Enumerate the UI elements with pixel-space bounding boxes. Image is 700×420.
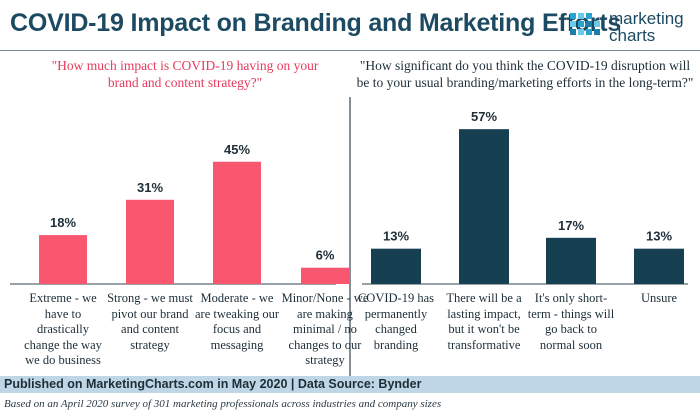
- left-bar-value-3: 45%: [224, 142, 250, 157]
- logo-line2: charts: [609, 26, 656, 45]
- right-category-label-4: Unsure: [640, 291, 678, 305]
- left-bar-4: [301, 267, 349, 284]
- chart-title: COVID-19 Impact on Branding and Marketin…: [10, 9, 622, 37]
- logo-text: marketing charts: [609, 10, 684, 44]
- title-divider: [0, 50, 700, 51]
- right-category-label-3: It's only short-term - things will go ba…: [527, 291, 615, 352]
- left-bar-value-4: 6%: [316, 248, 335, 263]
- marketingcharts-logo[interactable]: marketing charts: [569, 8, 697, 48]
- left-bar-1: [39, 235, 87, 284]
- survey-note: Based on an April 2020 survey of 301 mar…: [4, 398, 442, 410]
- left-bar-2: [126, 199, 174, 284]
- left-bar-3: [213, 161, 261, 284]
- right-bar-1: [371, 248, 421, 284]
- right-bar-value-2: 57%: [471, 109, 497, 124]
- footer-bar: Published on MarketingCharts.com in May …: [0, 376, 700, 393]
- right-chart-question: "How significant do you think the COVID-…: [356, 58, 694, 90]
- left-bar-value-1: 18%: [50, 215, 76, 230]
- right-bar-4: [634, 248, 684, 284]
- right-bar-value-1: 13%: [383, 229, 409, 244]
- right-bar-3: [546, 237, 596, 284]
- footer-source: Published on MarketingCharts.com in May …: [4, 377, 422, 391]
- left-category-label-4: Minor/None - we are making minimal / no …: [281, 291, 369, 367]
- right-category-label-2: There will be a lasting impact, but it w…: [446, 291, 522, 352]
- logo-dots-icon: [570, 13, 600, 35]
- right-bar-value-3: 17%: [558, 218, 584, 233]
- right-category-label-1: COVID-19 has permanently changed brandin…: [357, 291, 435, 352]
- left-chart-question: "How much impact is COVID-19 having on y…: [51, 58, 319, 90]
- bar-charts: 18% 31% 45% 6% 13% 57% 17% 13%: [10, 97, 688, 376]
- left-category-label-1: Extreme - we have to drastically change …: [24, 291, 102, 367]
- left-category-label-3: Moderate - we are tweaking our focus and…: [195, 291, 279, 352]
- left-bar-value-2: 31%: [137, 180, 163, 195]
- right-bar-2: [459, 129, 509, 284]
- left-category-label-2: Strong - we must pivot our brand and con…: [107, 291, 193, 352]
- logo-line1: marketing: [609, 9, 684, 28]
- right-bar-value-4: 13%: [646, 229, 672, 244]
